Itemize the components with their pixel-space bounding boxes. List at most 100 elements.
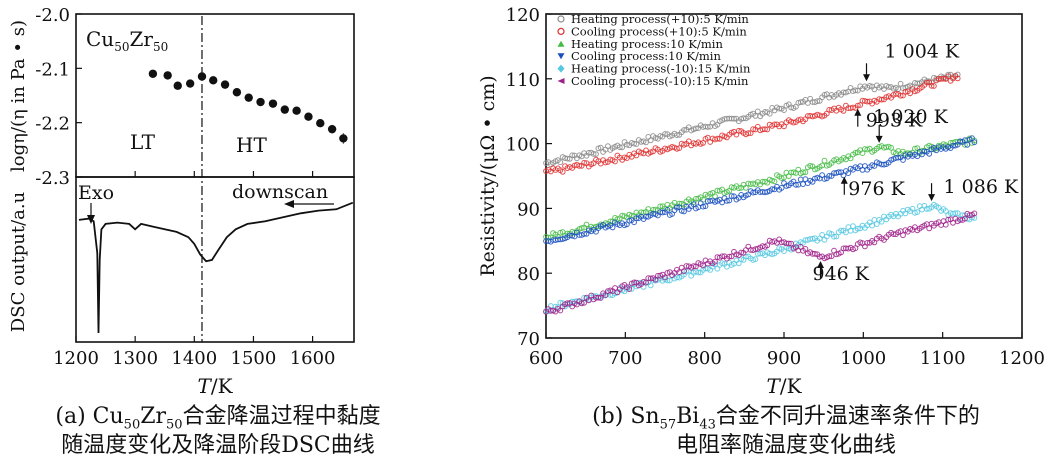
data-point (559, 168, 566, 175)
data-point (926, 225, 933, 232)
y-tick-label: 100 (506, 135, 540, 156)
legend-label: Cooling process(-10):15 K/min (571, 74, 749, 88)
data-point (590, 151, 597, 157)
dsc-plot-frame (75, 176, 355, 343)
data-point (643, 279, 649, 286)
data-point (797, 176, 804, 183)
data-point (859, 150, 866, 157)
data-point (900, 232, 906, 239)
x-tick-label: 800 (687, 348, 721, 369)
data-point (800, 181, 806, 188)
data-point (726, 253, 733, 260)
panel-b: 70 80 90 100 110 120 600 700 800 900 1000 1100 1200… (477, 5, 1045, 398)
data-point (631, 279, 637, 286)
data-point (940, 75, 947, 82)
annotation-label: 993 K (866, 110, 923, 132)
data-point (771, 121, 778, 128)
data-point (564, 300, 571, 307)
viscosity-point (220, 80, 230, 89)
annotation-label: 1 004 K (885, 40, 960, 62)
data-point (788, 240, 794, 247)
viscosity-point (280, 105, 289, 114)
data-point (881, 161, 887, 168)
data-point (833, 251, 840, 258)
series-3 (543, 135, 978, 241)
data-point (873, 221, 880, 228)
data-point (626, 286, 633, 293)
dsc-y-label: DSC output/a.u (8, 192, 29, 332)
data-point (662, 274, 668, 281)
data-point (854, 225, 861, 232)
data-point (819, 232, 825, 238)
resistivity-y-label: Resistivity/(μΩ • cm) (477, 75, 499, 276)
legend-label: Heating process(-10):15 K/min (571, 62, 751, 76)
legend-marker (557, 78, 565, 84)
data-point (662, 131, 668, 137)
data-point (695, 269, 702, 276)
data-point (923, 79, 930, 86)
data-point (847, 227, 854, 234)
data-point (888, 144, 894, 151)
data-point (752, 246, 759, 253)
series-4 (543, 135, 978, 245)
data-point (633, 141, 640, 148)
data-point (628, 286, 635, 292)
x-tick-label: 600 (529, 348, 563, 369)
data-point (602, 159, 609, 166)
data-point (735, 185, 742, 192)
x-tick-label: 1000 (840, 348, 886, 369)
data-point (857, 102, 864, 108)
legend: Heating process(+10):5 K/min Cooling proc… (557, 12, 751, 88)
data-point (581, 159, 587, 166)
viscosity-y-axis: -2.0 -2.1 -2.2 -2.3 (35, 5, 82, 189)
data-point (971, 210, 978, 217)
data-point (962, 215, 968, 222)
caption-b-line2: 电阻率随温度变化曲线 (675, 433, 896, 458)
data-point (797, 99, 804, 106)
data-point (790, 119, 797, 126)
data-point (840, 172, 847, 179)
y-tick-label: 120 (506, 5, 540, 26)
caption-b-line1: (b) Sn57Bi43合金不同升温速率条件下的 (592, 404, 980, 433)
viscosity-point (163, 71, 172, 80)
annotation-label: 976 K (848, 178, 905, 200)
data-point (852, 87, 859, 94)
data-point (676, 145, 683, 152)
data-point (674, 204, 680, 211)
data-point (914, 153, 921, 160)
legend-marker (557, 15, 565, 23)
resistivity-y-axis: 70 80 90 100 110 120 (506, 5, 552, 350)
data-point (597, 295, 604, 301)
data-point (845, 170, 852, 177)
data-point (831, 233, 837, 240)
data-point (690, 201, 697, 208)
data-point (952, 210, 959, 217)
data-point (807, 162, 814, 169)
annotation-label: 1 020 K (873, 106, 948, 128)
legend-label: Heating process:10 K/min (571, 37, 723, 51)
downscan-arrow-head (284, 200, 294, 208)
legend-label: Heating process(+10):5 K/min (571, 12, 749, 26)
data-point (764, 126, 771, 133)
data-point (895, 154, 902, 161)
data-point (783, 183, 790, 189)
exo-label: Exo (78, 182, 114, 204)
data-point (802, 246, 809, 252)
exo-arrow-head (87, 215, 95, 224)
x-tick-label: 1200 (53, 348, 99, 369)
data-point (854, 102, 861, 109)
data-point (581, 231, 587, 237)
data-point (897, 92, 904, 99)
data-point (809, 235, 816, 242)
data-point (624, 141, 630, 148)
data-point (638, 149, 645, 156)
data-point (631, 140, 637, 147)
resistivity-series (543, 71, 978, 315)
data-point (664, 207, 671, 213)
viscosity-points (148, 69, 348, 144)
data-point (931, 83, 937, 89)
x-tick-label: 700 (608, 348, 642, 369)
data-point (762, 109, 768, 115)
data-point (650, 210, 656, 217)
